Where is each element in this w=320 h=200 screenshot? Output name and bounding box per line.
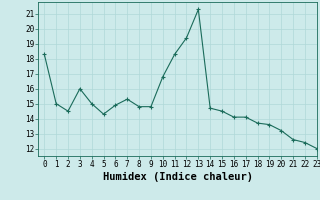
X-axis label: Humidex (Indice chaleur): Humidex (Indice chaleur) bbox=[103, 172, 252, 182]
